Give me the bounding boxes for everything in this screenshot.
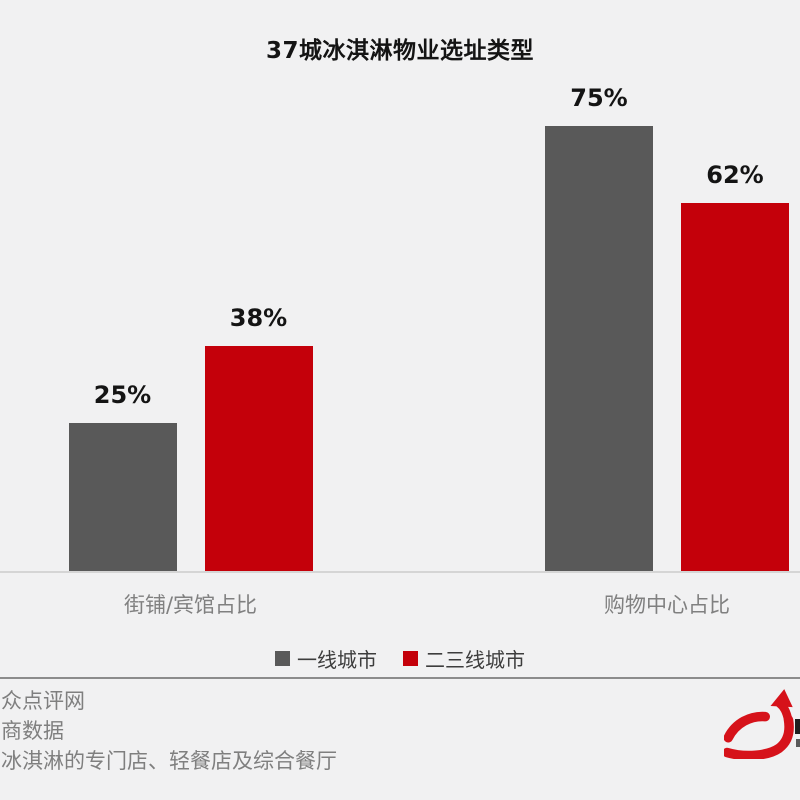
footer-line-1: 众点评网 <box>1 689 85 713</box>
plot-area: 25% 75% 38% 62% <box>68 84 789 571</box>
footer-line-3: 冰淇淋的专门店、轻餐店及综合餐厅 <box>1 749 337 773</box>
bar-value-label: 25% <box>93 381 152 409</box>
bar-series2-group1 <box>204 346 313 571</box>
category-label-street-shops: 街铺/宾馆占比 <box>123 593 258 617</box>
logo-wordmark-cutoff <box>795 719 800 734</box>
footer-notes: 众点评网 商数据 冰淇淋的专门店、轻餐店及综合餐厅 <box>1 686 337 776</box>
legend-swatch-gray-icon <box>275 651 290 666</box>
x-axis-line <box>0 571 800 573</box>
legend-swatch-red-icon <box>403 651 418 666</box>
chart-title: 37城冰淇淋物业选址类型 <box>265 38 534 64</box>
bar-series2-group2 <box>681 203 789 571</box>
bar-series1-group1 <box>68 423 177 571</box>
legend-label-tier1: 一线城市 <box>297 648 377 672</box>
legend-item-tier1: 一线城市 <box>275 644 377 673</box>
legend-item-tier23: 二三线城市 <box>403 644 525 673</box>
footer-line-2: 商数据 <box>1 719 64 743</box>
bar-value-label: 38% <box>229 304 288 332</box>
category-label-shopping-centers: 购物中心占比 <box>604 593 730 617</box>
footer-divider <box>0 677 800 679</box>
logo-tagline-cutoff <box>796 739 800 747</box>
legend: 一线城市 二三线城市 <box>0 644 800 673</box>
legend-label-tier23: 二三线城市 <box>425 648 525 672</box>
dt-arrow-logo-icon <box>724 689 794 759</box>
bar-value-label: 75% <box>570 84 628 112</box>
bar-value-label: 62% <box>706 161 764 189</box>
bar-series1-group2 <box>545 126 653 571</box>
